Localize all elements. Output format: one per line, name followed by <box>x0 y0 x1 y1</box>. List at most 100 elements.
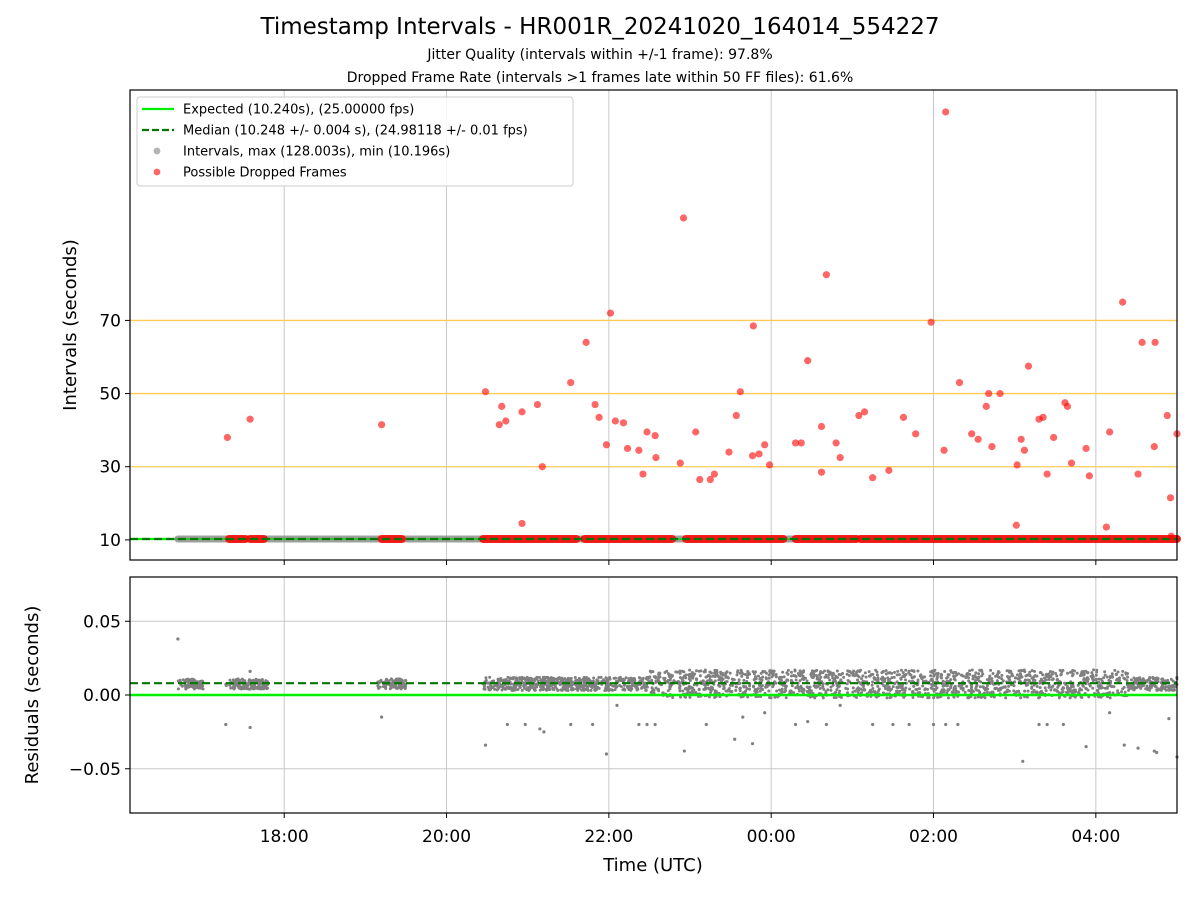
residual-point <box>910 668 914 672</box>
residual-outlier-point <box>806 719 810 724</box>
residual-point <box>234 680 238 684</box>
legend: Expected (10.240s), (25.00000 fps) Media… <box>136 96 574 187</box>
residual-point <box>604 676 608 680</box>
residual-point <box>592 676 596 680</box>
residual-point <box>936 673 940 677</box>
residual-point <box>583 680 587 684</box>
residual-point <box>995 679 999 683</box>
residual-point <box>201 687 205 691</box>
intervals-y-tick-label: 70 <box>99 311 121 331</box>
x-tick-label: 18:00 <box>260 827 309 847</box>
residual-point <box>1003 685 1007 689</box>
residual-point <box>935 686 939 690</box>
residual-point <box>798 679 802 683</box>
residual-point <box>796 684 800 688</box>
residual-point <box>991 671 995 675</box>
residual-point <box>513 688 517 692</box>
residual-point <box>620 679 624 683</box>
residual-point <box>1080 688 1084 692</box>
residual-point <box>990 679 994 683</box>
residual-outlier-point <box>1045 722 1049 727</box>
residual-point <box>1030 676 1034 680</box>
residual-point <box>488 675 492 679</box>
residual-point <box>1039 679 1043 683</box>
residual-point <box>529 679 533 683</box>
residual-point <box>1015 673 1019 677</box>
residual-point <box>622 687 626 691</box>
residual-point <box>1028 670 1032 674</box>
residual-point <box>1026 673 1030 677</box>
residual-point <box>1129 678 1133 682</box>
residual-point <box>829 671 833 675</box>
residual-point <box>789 678 793 682</box>
residual-point <box>764 685 768 689</box>
residual-point <box>936 695 940 699</box>
residual-point <box>812 684 816 688</box>
residual-point <box>926 687 930 691</box>
residuals-x-axis: 18:00 20:00 22:00 00:00 02:00 04:00 <box>260 813 1120 847</box>
residual-point <box>970 668 974 672</box>
residual-point <box>1138 678 1142 682</box>
residual-point <box>838 689 842 693</box>
residual-point <box>671 695 675 699</box>
residual-point <box>379 678 383 682</box>
residual-outlier-point <box>653 722 657 727</box>
residual-point <box>1082 679 1086 683</box>
residual-point <box>650 678 654 682</box>
residual-point <box>1152 677 1156 681</box>
residual-point <box>1125 672 1129 676</box>
residual-point <box>786 672 790 676</box>
residual-point <box>1095 670 1099 674</box>
residual-point <box>742 678 746 682</box>
residual-point <box>800 686 804 690</box>
residual-point <box>921 675 925 679</box>
residual-point <box>1076 683 1080 687</box>
residual-point <box>594 684 598 688</box>
residual-point <box>1099 677 1103 681</box>
residual-point <box>1023 689 1027 693</box>
residual-outlier-point <box>591 722 595 727</box>
residual-point <box>774 673 778 677</box>
dropped-frame-point <box>1024 362 1033 370</box>
residual-point <box>767 673 771 677</box>
x-tick-label: 20:00 <box>422 827 471 847</box>
residual-point <box>876 684 880 688</box>
residual-point <box>789 670 793 674</box>
intervals-x-axis <box>283 560 1097 565</box>
residual-point <box>846 691 850 695</box>
residual-point <box>734 688 738 692</box>
residual-point <box>1126 675 1130 679</box>
residual-point <box>663 671 667 675</box>
residual-point <box>493 687 497 691</box>
residual-point <box>1118 678 1122 682</box>
residual-point <box>782 675 786 679</box>
residual-outlier-point <box>483 743 488 747</box>
dropped-frame-point <box>1020 446 1029 454</box>
residual-point <box>871 686 875 690</box>
residual-point <box>965 672 969 676</box>
residual-point <box>868 674 872 678</box>
residual-point <box>967 689 971 693</box>
residual-point <box>725 670 729 674</box>
residual-point <box>575 684 579 688</box>
legend-expected-label: Expected (10.240s), (25.00000 fps) <box>183 103 414 118</box>
residual-outlier-point <box>1136 746 1140 750</box>
residual-outlier-point <box>1108 711 1112 715</box>
residual-point <box>699 669 703 673</box>
dropped-frame-point <box>804 357 812 365</box>
residual-point <box>720 676 724 680</box>
residual-point <box>982 687 986 691</box>
residual-point <box>520 678 524 682</box>
residual-point <box>251 678 255 682</box>
residual-point <box>845 682 849 686</box>
dropped-rate-subtitle: Dropped Frame Rate (intervals >1 frames … <box>346 70 854 86</box>
residual-point <box>777 677 781 681</box>
residual-point <box>748 687 752 691</box>
residual-point <box>785 678 789 682</box>
residual-point <box>1085 676 1089 680</box>
dropped-frame-point <box>761 441 769 449</box>
residual-point <box>957 690 961 694</box>
residual-point <box>1038 671 1042 675</box>
